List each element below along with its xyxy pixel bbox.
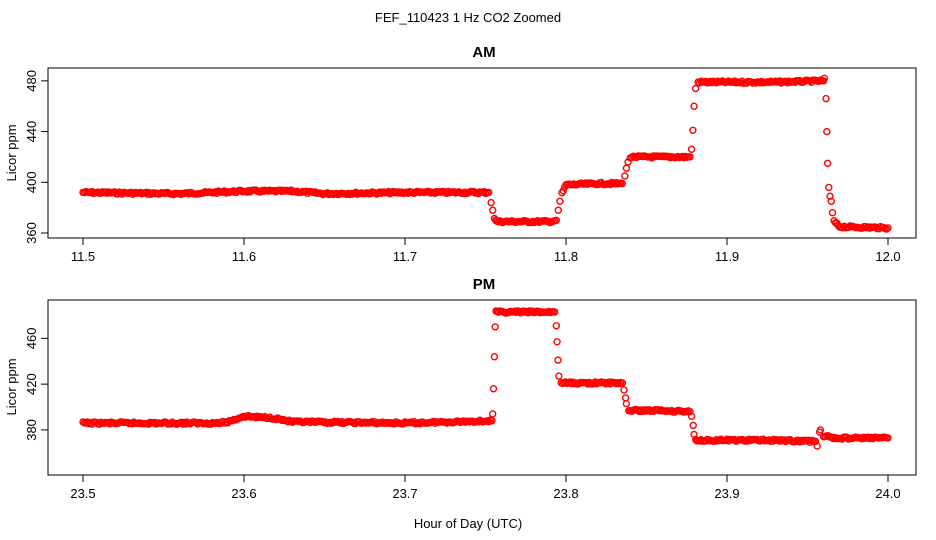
pm-data-point [811, 437, 820, 446]
pm-data-point [551, 308, 559, 316]
am-x-tick-label: 11.6 [232, 249, 256, 264]
am-data-point [882, 225, 891, 233]
pm-panel-title: PM [473, 276, 496, 293]
am-data-point [823, 127, 831, 136]
am-x-tick-label: 11.5 [71, 249, 95, 264]
am-data-point [485, 188, 493, 197]
pm-x-axis: 23.5 23.6 23.7 23.8 23.9 24.0 [70, 475, 901, 501]
am-data-point [621, 172, 629, 180]
pm-data-point [622, 399, 631, 408]
pm-x-tick-label: 24.0 [875, 486, 900, 501]
pm-data-point [615, 379, 623, 388]
am-data-point [686, 153, 694, 161]
am-x-axis: 11.5 11.6 11.7 11.8 11.9 12.0 [71, 238, 901, 264]
am-data-point [556, 197, 564, 206]
am-data-point [828, 208, 837, 217]
am-data-point [690, 102, 698, 110]
pm-y-axis-label: Licor ppm [4, 358, 19, 415]
pm-data-point [816, 426, 825, 434]
am-data-point [815, 77, 823, 85]
am-data-point [489, 206, 497, 214]
pm-data-point [552, 322, 560, 330]
am-data-point [827, 197, 835, 206]
pm-y-tick-label: 460 [24, 327, 39, 349]
am-data-point [884, 224, 892, 232]
figure-x-axis-label: Hour of Day (UTC) [414, 516, 522, 531]
am-plot-frame [47, 67, 917, 239]
am-data-point [689, 126, 697, 135]
pm-panel: PM Licor ppm 23.5 23.6 23.7 23.8 23.9 24.0 38… [4, 276, 917, 501]
am-data-point [554, 206, 562, 214]
pm-data-point [689, 421, 697, 430]
am-panel: AM Licor ppm 11.5 11.6 11.7 11.8 11.9 12.0 36… [4, 44, 917, 264]
pm-x-tick-label: 23.6 [231, 486, 256, 501]
pm-data-point [489, 410, 497, 418]
pm-data-point [687, 412, 696, 420]
pm-x-tick-label: 23.8 [553, 486, 578, 501]
am-data-point [823, 159, 832, 168]
pm-x-tick-label: 23.9 [714, 486, 739, 501]
pm-data-point [813, 442, 821, 450]
am-x-tick-label: 11.7 [393, 249, 417, 264]
pm-data-point [489, 385, 498, 393]
pm-plot-frame [47, 299, 917, 476]
am-data-point [552, 216, 560, 225]
am-data-point [822, 94, 830, 103]
pm-data-point [618, 379, 627, 387]
am-y-tick-label: 440 [24, 121, 39, 143]
am-y-tick-label: 480 [24, 70, 39, 92]
pm-data-points [79, 307, 892, 450]
am-data-points [79, 74, 892, 233]
am-data-point [691, 84, 700, 93]
am-data-point [687, 145, 696, 154]
am-data-point [487, 198, 495, 207]
pm-data-point [620, 386, 628, 394]
am-data-point [618, 179, 627, 188]
am-data-point [622, 164, 631, 173]
am-x-tick-label: 12.0 [875, 249, 900, 264]
pm-x-tick-label: 23.5 [70, 486, 95, 501]
pm-y-tick-label: 380 [24, 419, 39, 441]
pm-data-point [553, 338, 561, 346]
am-y-axis-label: Licor ppm [4, 124, 19, 181]
am-data-point [825, 183, 833, 192]
pm-y-axis: 380 420 460 [24, 327, 48, 441]
pm-data-point [488, 417, 496, 425]
am-x-tick-label: 11.9 [715, 249, 739, 264]
am-data-point [820, 74, 829, 83]
am-panel-title: AM [472, 44, 495, 61]
am-y-tick-label: 360 [24, 222, 39, 244]
am-y-axis: 360 400 440 480 [24, 70, 48, 244]
pm-y-tick-label: 420 [24, 373, 39, 395]
pm-data-point [491, 323, 499, 331]
pm-data-point [686, 407, 694, 416]
pm-data-point [884, 434, 892, 442]
pm-data-point [555, 372, 563, 380]
figure-title: FEF_110423 1 Hz CO2 Zoomed [375, 10, 561, 25]
pm-x-tick-label: 23.7 [392, 486, 417, 501]
pm-data-point [490, 353, 499, 361]
am-y-tick-label: 400 [24, 171, 39, 193]
am-data-point [559, 186, 567, 195]
am-x-tick-label: 11.8 [554, 249, 578, 264]
pm-data-point [554, 356, 562, 364]
